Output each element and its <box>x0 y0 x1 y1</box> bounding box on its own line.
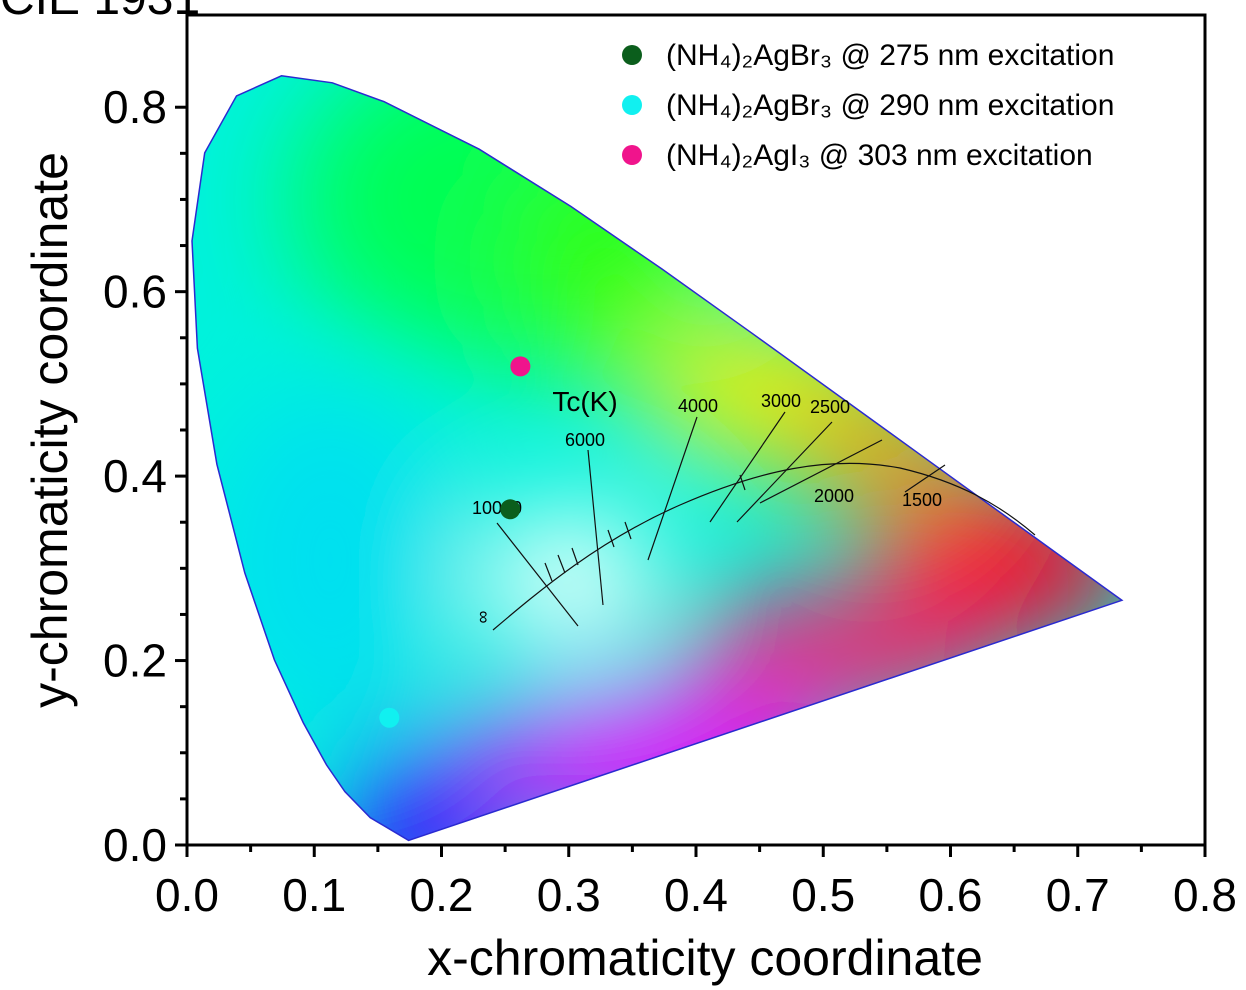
planckian-locus <box>492 411 1036 631</box>
x-tick-label: 0.5 <box>791 869 855 921</box>
locus-curve <box>492 462 1036 631</box>
y-tick-label: 0.6 <box>103 266 167 318</box>
annotation: 1500 <box>902 490 942 510</box>
data-point <box>510 356 531 377</box>
iso-line <box>904 464 946 493</box>
x-tick-label: 0.1 <box>282 869 346 921</box>
y-tick-label: 0.0 <box>103 819 167 871</box>
annotation: 6000 <box>565 430 605 450</box>
legend-label: (NH₄)₂AgBr₃ @ 290 nm excitation <box>666 89 1114 122</box>
annotation: 3000 <box>761 391 801 411</box>
annotation: Tc(K) <box>552 386 617 417</box>
x-tick-label: 0.6 <box>919 869 983 921</box>
y-axis-label: y-chromaticity coordinate <box>22 152 78 708</box>
chart-title: CIE 1931 <box>0 0 200 25</box>
legend-label: (NH₄)₂AgI₃ @ 303 nm excitation <box>666 139 1093 172</box>
x-tick-label: 0.7 <box>1046 869 1110 921</box>
iso-line <box>736 421 833 523</box>
legend-marker <box>622 145 642 165</box>
data-point <box>379 707 400 728</box>
y-tick-label: 0.8 <box>103 81 167 133</box>
legend-marker <box>622 95 642 115</box>
annotation: 2500 <box>810 397 850 417</box>
y-tick-label: 0.2 <box>103 635 167 687</box>
annotation: 2000 <box>814 486 854 506</box>
iso-line <box>709 411 786 523</box>
x-tick-label: 0.4 <box>664 869 728 921</box>
x-tick-label: 0.8 <box>1173 869 1237 921</box>
y-tick-label: 0.4 <box>103 450 167 502</box>
x-tick-label: 0.3 <box>537 869 601 921</box>
annotation: ∞ <box>474 611 494 624</box>
iso-line <box>587 449 604 606</box>
iso-ticks <box>544 474 746 582</box>
iso-line <box>647 416 698 561</box>
legend-marker <box>622 45 642 65</box>
data-point <box>500 499 521 520</box>
iso-line <box>496 522 579 627</box>
iso-line <box>759 439 883 504</box>
x-axis-label: x-chromaticity coordinate <box>427 930 983 986</box>
x-tick-label: 0.2 <box>410 869 474 921</box>
legend-label: (NH₄)₂AgBr₃ @ 275 nm excitation <box>666 39 1114 72</box>
annotation: 4000 <box>678 396 718 416</box>
x-tick-label: 0.0 <box>155 869 219 921</box>
